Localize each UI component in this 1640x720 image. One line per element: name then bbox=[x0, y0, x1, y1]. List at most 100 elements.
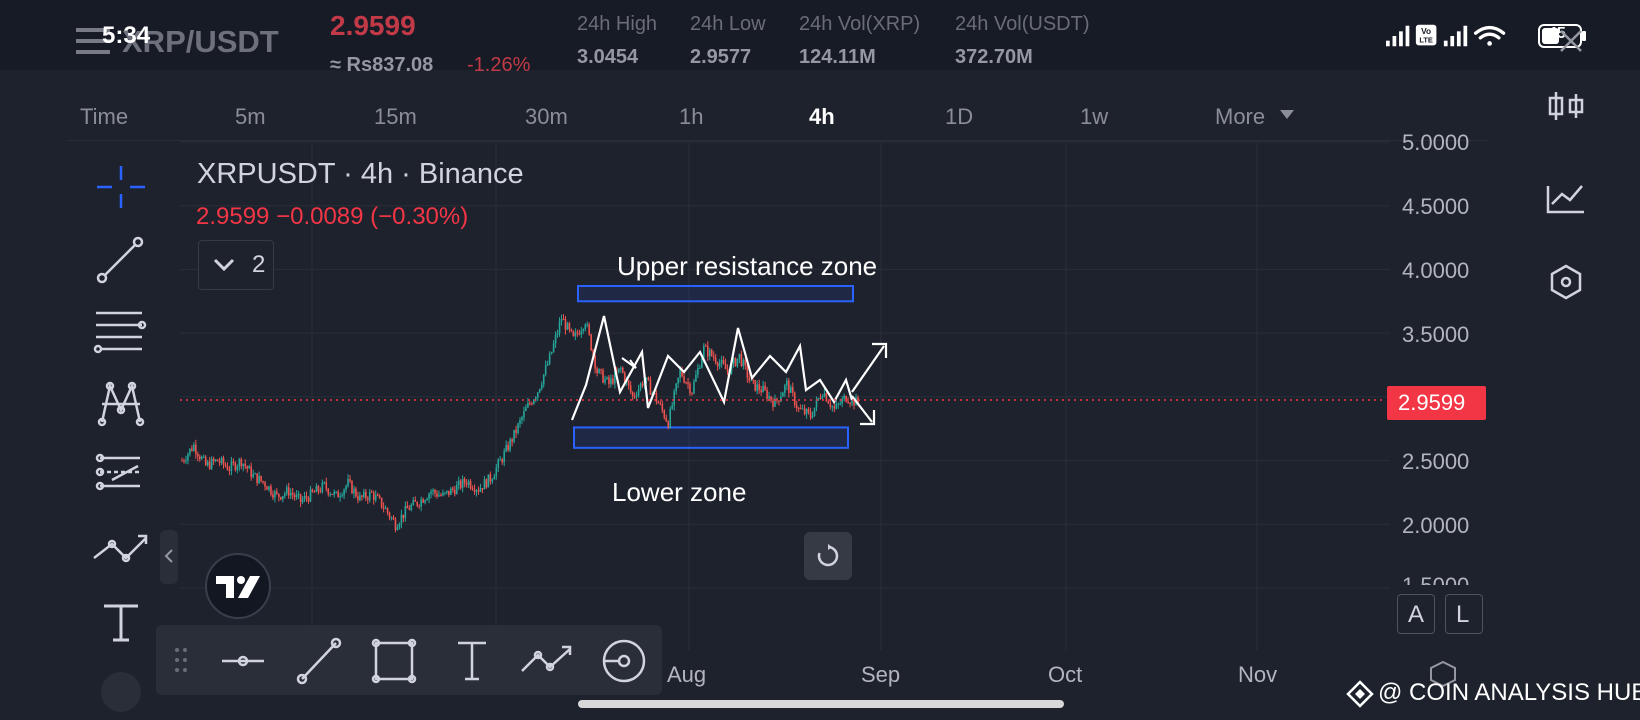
candle-body bbox=[649, 380, 652, 395]
candle-body bbox=[805, 409, 808, 415]
more-drawing-icon bbox=[602, 639, 646, 683]
caret-down-icon[interactable] bbox=[1280, 110, 1294, 120]
tradingview-logo[interactable] bbox=[205, 553, 271, 619]
candle-body bbox=[234, 462, 237, 470]
auto-scale-button[interactable] bbox=[1397, 594, 1435, 634]
candle-body bbox=[475, 490, 478, 492]
candle-body bbox=[584, 324, 587, 330]
candle-body bbox=[734, 358, 737, 367]
price-zone bbox=[577, 284, 854, 303]
crosshair-icon bbox=[97, 166, 145, 208]
candle-body bbox=[635, 395, 638, 397]
tab-more[interactable]: More bbox=[1215, 104, 1266, 129]
candle-body bbox=[400, 514, 403, 524]
toolbar-collapse-handle[interactable] bbox=[160, 530, 178, 584]
candle-body bbox=[270, 486, 272, 495]
volte-icon: Vo LTE bbox=[1415, 24, 1437, 46]
candle-body bbox=[343, 489, 345, 496]
candle-body bbox=[240, 459, 243, 467]
candle-body bbox=[283, 493, 286, 496]
candle-body bbox=[453, 489, 456, 495]
candle-body bbox=[663, 410, 666, 418]
chart-legend-title[interactable]: XRPUSDT · 4h · Binance bbox=[197, 158, 524, 190]
candle-body bbox=[206, 461, 209, 466]
candle-body bbox=[485, 479, 488, 488]
candle-body bbox=[661, 403, 664, 411]
candle-body bbox=[434, 490, 436, 494]
candle-body bbox=[505, 445, 507, 452]
path-icon bbox=[93, 534, 148, 563]
status-time: 5:34 bbox=[102, 22, 151, 49]
candle-body bbox=[357, 496, 359, 501]
arrow-down-drawing bbox=[851, 395, 873, 423]
candle-body bbox=[319, 491, 322, 493]
candle-body bbox=[762, 385, 764, 393]
candle-body bbox=[722, 360, 725, 364]
candle-body bbox=[297, 494, 300, 496]
candle-body bbox=[355, 488, 357, 497]
candle-body bbox=[669, 408, 672, 428]
candle-body bbox=[202, 456, 205, 458]
close-icon[interactable] bbox=[1558, 28, 1584, 54]
candle-body bbox=[367, 498, 369, 500]
candle-body bbox=[495, 467, 498, 477]
candle-body bbox=[827, 401, 830, 404]
candle-body bbox=[483, 479, 486, 490]
candle-body bbox=[210, 458, 213, 469]
y-tick-label: 3.5000 bbox=[1402, 322, 1470, 347]
candle-body bbox=[448, 490, 450, 495]
zigzag-drawing bbox=[570, 315, 854, 421]
tab-1h[interactable]: 1h bbox=[679, 104, 704, 129]
candle-body bbox=[457, 480, 460, 486]
candle-body bbox=[301, 499, 304, 503]
candle-body bbox=[606, 377, 608, 379]
candle-body bbox=[659, 403, 662, 405]
candle-body bbox=[618, 368, 620, 372]
candle-body bbox=[620, 367, 622, 369]
legend-collapse-button[interactable] bbox=[198, 240, 274, 290]
candle-body bbox=[374, 495, 377, 500]
log-scale-button[interactable] bbox=[1445, 594, 1483, 634]
candle-body bbox=[339, 496, 341, 498]
candle-body bbox=[770, 396, 772, 401]
tab-1w[interactable]: 1w bbox=[1080, 104, 1109, 129]
candle-body bbox=[193, 444, 195, 451]
menu-icon[interactable] bbox=[76, 28, 110, 54]
reset-chart-button[interactable] bbox=[804, 532, 852, 580]
candle-body bbox=[250, 466, 252, 478]
candle-body bbox=[329, 494, 332, 496]
candle-body bbox=[331, 494, 334, 496]
candle-body bbox=[418, 505, 420, 507]
tab-5m[interactable]: 5m bbox=[235, 104, 266, 129]
pair-title[interactable]: XRP/USDT bbox=[122, 24, 279, 59]
candle-body bbox=[408, 508, 411, 510]
candle-body bbox=[637, 389, 640, 396]
svg-text:Vo: Vo bbox=[1421, 26, 1431, 36]
candle-body bbox=[451, 488, 454, 490]
candle-body bbox=[546, 363, 549, 366]
tab-30m[interactable]: 30m bbox=[525, 104, 568, 129]
tab-4h[interactable]: 4h bbox=[809, 104, 835, 129]
tab-time[interactable]: Time bbox=[80, 104, 129, 129]
tab-15m[interactable]: 15m bbox=[374, 104, 417, 129]
y-tick-label: 2.0000 bbox=[1402, 513, 1470, 538]
home-indicator bbox=[578, 700, 1064, 708]
candle-body bbox=[608, 377, 610, 385]
candle-body bbox=[667, 421, 670, 428]
candle-body bbox=[742, 359, 745, 366]
watermark: @ COIN ANALYSIS HUB bbox=[1378, 679, 1640, 706]
candle-body bbox=[469, 481, 472, 489]
forecast-icon bbox=[95, 453, 140, 491]
tab-1d[interactable]: 1D bbox=[945, 104, 974, 129]
candle-body bbox=[382, 507, 385, 509]
candle-body bbox=[325, 482, 328, 489]
candle-body bbox=[372, 492, 375, 500]
candle-body bbox=[365, 491, 367, 499]
candle-body bbox=[685, 382, 687, 384]
candle-body bbox=[461, 478, 464, 488]
candle-body bbox=[786, 380, 788, 386]
candle-body bbox=[386, 508, 389, 513]
candle-body bbox=[477, 490, 480, 492]
candle-body bbox=[592, 350, 594, 356]
